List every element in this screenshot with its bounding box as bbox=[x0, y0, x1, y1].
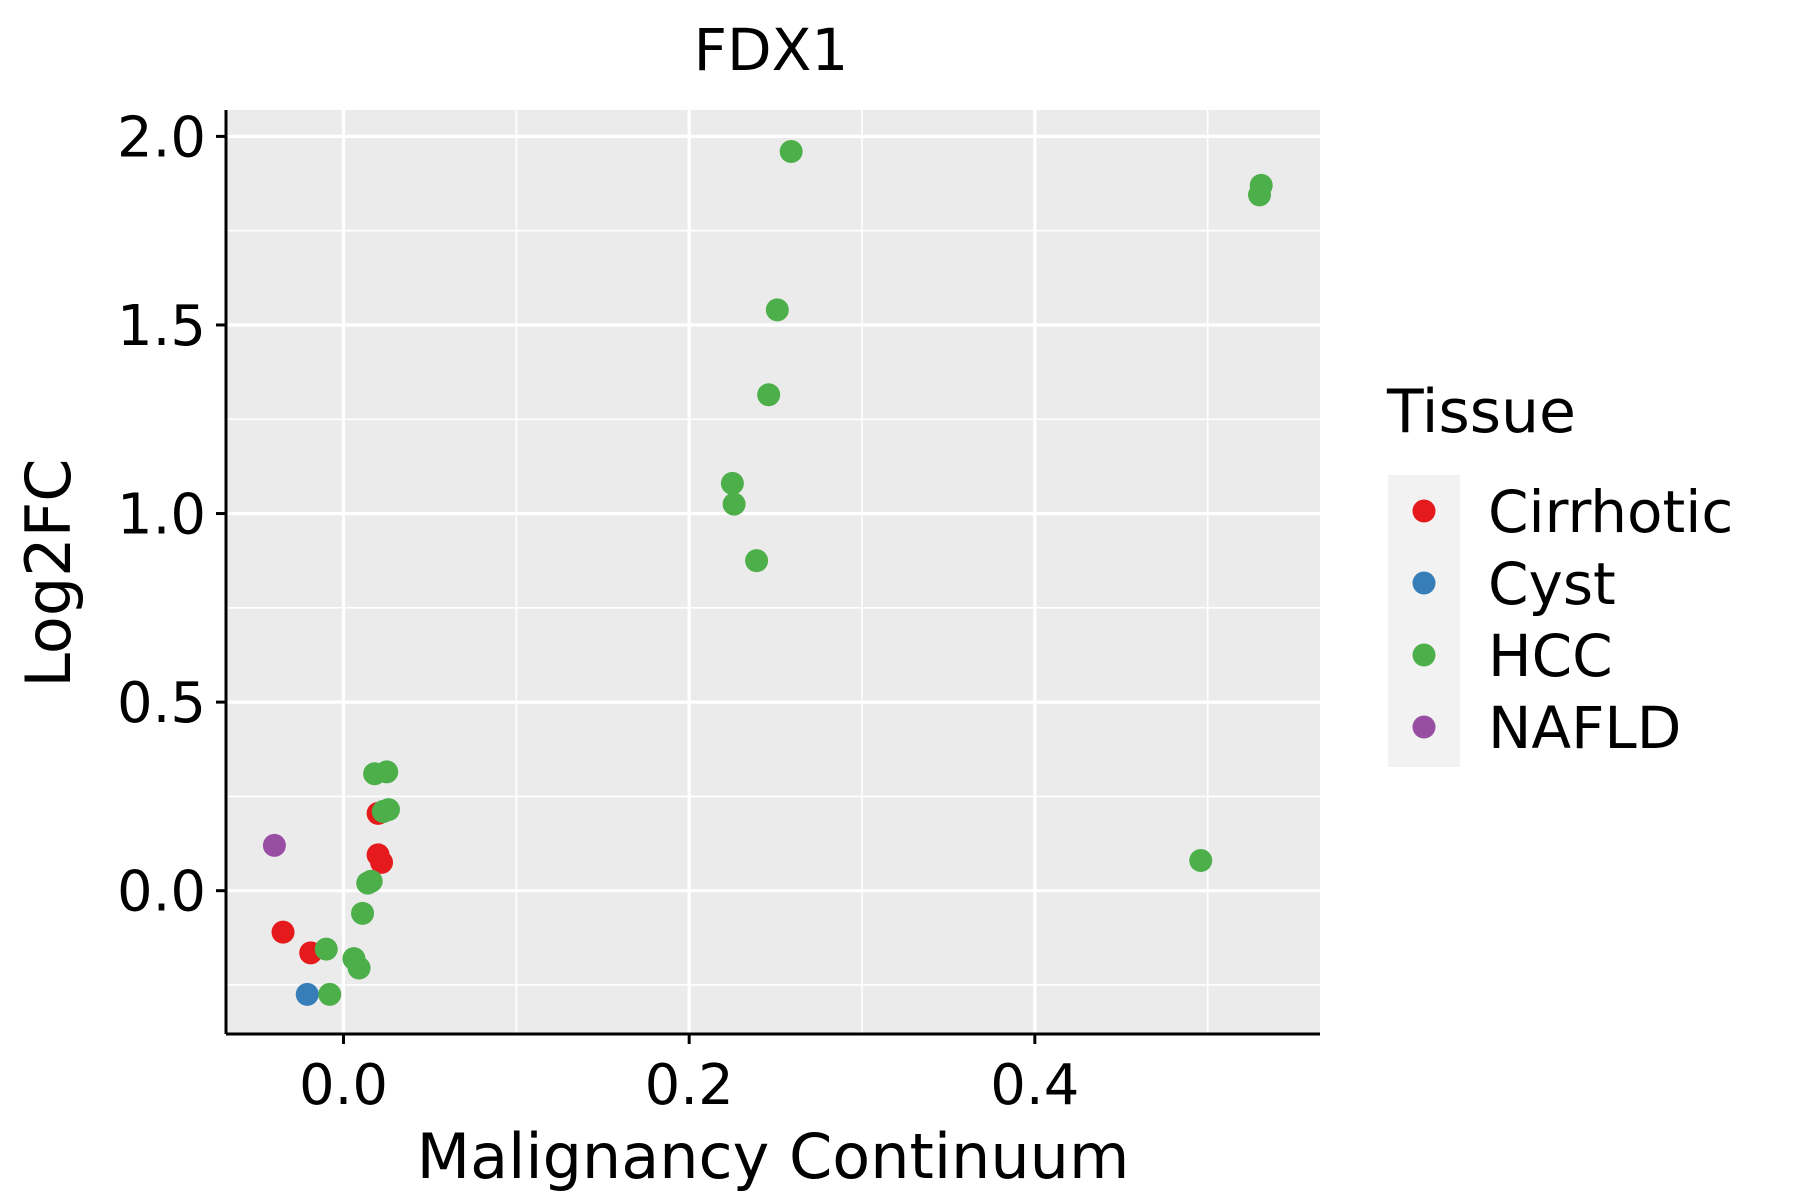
y-tick-label: 1.5 bbox=[117, 294, 206, 359]
legend-label-cirrhotic: Cirrhotic bbox=[1488, 478, 1733, 546]
legend-key-hcc bbox=[1412, 643, 1436, 667]
point-hcc bbox=[376, 798, 400, 822]
y-tick-label: 0.0 bbox=[117, 860, 206, 925]
data-points bbox=[262, 139, 1273, 1006]
legend-key-cirrhotic bbox=[1412, 499, 1436, 523]
legend-title: Tissue bbox=[1386, 377, 1576, 447]
plot-panel bbox=[226, 110, 1320, 1034]
point-hcc bbox=[745, 549, 769, 573]
point-hcc bbox=[314, 937, 338, 961]
point-hcc bbox=[359, 869, 383, 893]
axis-ticks bbox=[216, 134, 1037, 1044]
point-hcc bbox=[351, 901, 375, 925]
minor-gridlines bbox=[226, 110, 1320, 1034]
x-tick-labels: 0.0 0.2 0.4 bbox=[299, 1053, 1079, 1118]
x-tick-label: 0.0 bbox=[299, 1053, 388, 1118]
x-tick-label: 0.2 bbox=[645, 1053, 734, 1118]
x-axis-title: Malignancy Continuum bbox=[417, 1120, 1130, 1193]
major-gridlines bbox=[226, 110, 1320, 1034]
x-tick-label: 0.4 bbox=[990, 1053, 1079, 1118]
y-tick-labels: 0.0 0.5 1.0 1.5 2.0 bbox=[117, 105, 206, 924]
point-cyst bbox=[295, 982, 319, 1006]
point-hcc bbox=[765, 298, 789, 322]
point-cirrhotic bbox=[271, 920, 295, 944]
point-hcc bbox=[318, 982, 342, 1006]
legend-label-hcc: HCC bbox=[1488, 622, 1613, 690]
point-hcc bbox=[1189, 849, 1213, 873]
point-hcc bbox=[1248, 183, 1272, 207]
point-hcc bbox=[720, 471, 744, 495]
y-axis-title: Log2FC bbox=[12, 458, 85, 687]
y-tick-label: 1.0 bbox=[117, 483, 206, 548]
legend-key-nafld bbox=[1412, 715, 1436, 739]
chart-title: FDX1 bbox=[694, 16, 849, 84]
y-tick-label: 2.0 bbox=[117, 105, 206, 170]
legend-label-nafld: NAFLD bbox=[1488, 694, 1681, 762]
point-cirrhotic bbox=[370, 850, 394, 874]
point-hcc bbox=[722, 492, 746, 516]
point-hcc bbox=[757, 383, 781, 407]
point-nafld bbox=[262, 833, 286, 857]
legend-key-cyst bbox=[1412, 571, 1436, 595]
point-hcc bbox=[779, 139, 803, 163]
point-hcc bbox=[375, 760, 399, 784]
point-hcc bbox=[347, 956, 371, 980]
y-tick-label: 0.5 bbox=[117, 671, 206, 736]
legend-label-cyst: Cyst bbox=[1488, 550, 1616, 618]
